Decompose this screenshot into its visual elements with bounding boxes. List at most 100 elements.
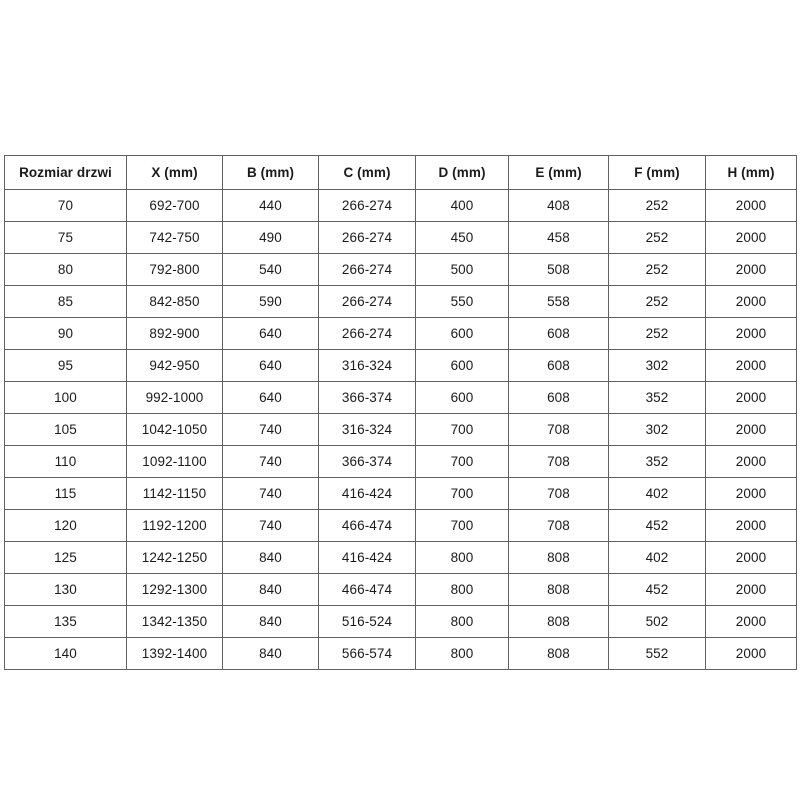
cell-e: 808 <box>508 573 609 606</box>
table-row: 85 842-850 590 266-274 550 558 252 2000 <box>4 285 797 318</box>
cell-b: 540 <box>222 253 319 286</box>
cell-x: 1042-1050 <box>126 413 223 446</box>
table-row: 90 892-900 640 266-274 600 608 252 2000 <box>4 317 797 350</box>
cell-c: 416-424 <box>318 477 416 510</box>
cell-rozmiar-drzwi: 135 <box>4 605 127 638</box>
cell-h: 2000 <box>705 317 797 350</box>
cell-h: 2000 <box>705 605 797 638</box>
cell-f: 402 <box>608 477 706 510</box>
cell-c: 266-274 <box>318 189 416 222</box>
cell-b: 740 <box>222 413 319 446</box>
cell-d: 400 <box>415 189 509 222</box>
cell-x: 1092-1100 <box>126 445 223 478</box>
column-header-c: C (mm) <box>318 155 416 190</box>
cell-e: 708 <box>508 445 609 478</box>
cell-f: 352 <box>608 445 706 478</box>
cell-d: 800 <box>415 541 509 574</box>
column-header-x: X (mm) <box>126 155 223 190</box>
table-row: 70 692-700 440 266-274 400 408 252 2000 <box>4 189 797 222</box>
cell-rozmiar-drzwi: 75 <box>4 221 127 254</box>
cell-f: 502 <box>608 605 706 638</box>
table-row: 95 942-950 640 316-324 600 608 302 2000 <box>4 349 797 382</box>
cell-c: 566-574 <box>318 637 416 670</box>
cell-x: 942-950 <box>126 349 223 382</box>
cell-f: 252 <box>608 189 706 222</box>
cell-e: 558 <box>508 285 609 318</box>
cell-h: 2000 <box>705 253 797 286</box>
cell-d: 700 <box>415 413 509 446</box>
column-header-b: B (mm) <box>222 155 319 190</box>
cell-rozmiar-drzwi: 115 <box>4 477 127 510</box>
cell-h: 2000 <box>705 637 797 670</box>
cell-b: 640 <box>222 349 319 382</box>
cell-x: 1192-1200 <box>126 509 223 542</box>
cell-f: 252 <box>608 285 706 318</box>
cell-f: 452 <box>608 573 706 606</box>
table-row: 125 1242-1250 840 416-424 800 808 402 20… <box>4 541 797 574</box>
table-header-row: Rozmiar drzwi X (mm) B (mm) C (mm) D (mm… <box>4 155 797 190</box>
cell-x: 1342-1350 <box>126 605 223 638</box>
table-header: Rozmiar drzwi X (mm) B (mm) C (mm) D (mm… <box>4 155 797 190</box>
cell-rozmiar-drzwi: 130 <box>4 573 127 606</box>
table-row: 130 1292-1300 840 466-474 800 808 452 20… <box>4 573 797 606</box>
cell-rozmiar-drzwi: 80 <box>4 253 127 286</box>
cell-f: 452 <box>608 509 706 542</box>
cell-b: 740 <box>222 509 319 542</box>
table-body: 70 692-700 440 266-274 400 408 252 2000 … <box>4 189 797 670</box>
cell-c: 366-374 <box>318 381 416 414</box>
cell-e: 708 <box>508 413 609 446</box>
table-row: 110 1092-1100 740 366-374 700 708 352 20… <box>4 445 797 478</box>
cell-h: 2000 <box>705 573 797 606</box>
table-row: 80 792-800 540 266-274 500 508 252 2000 <box>4 253 797 286</box>
cell-h: 2000 <box>705 285 797 318</box>
cell-b: 640 <box>222 381 319 414</box>
cell-x: 842-850 <box>126 285 223 318</box>
cell-rozmiar-drzwi: 120 <box>4 509 127 542</box>
cell-d: 800 <box>415 573 509 606</box>
cell-x: 1142-1150 <box>126 477 223 510</box>
cell-c: 416-424 <box>318 541 416 574</box>
cell-b: 840 <box>222 541 319 574</box>
cell-b: 840 <box>222 573 319 606</box>
cell-d: 700 <box>415 477 509 510</box>
cell-e: 608 <box>508 349 609 382</box>
cell-f: 252 <box>608 221 706 254</box>
cell-f: 552 <box>608 637 706 670</box>
cell-f: 252 <box>608 253 706 286</box>
cell-c: 316-324 <box>318 413 416 446</box>
table-row: 75 742-750 490 266-274 450 458 252 2000 <box>4 221 797 254</box>
cell-b: 740 <box>222 477 319 510</box>
cell-x: 892-900 <box>126 317 223 350</box>
cell-d: 600 <box>415 349 509 382</box>
cell-rozmiar-drzwi: 105 <box>4 413 127 446</box>
cell-c: 316-324 <box>318 349 416 382</box>
cell-c: 366-374 <box>318 445 416 478</box>
cell-b: 490 <box>222 221 319 254</box>
cell-d: 600 <box>415 317 509 350</box>
cell-e: 808 <box>508 605 609 638</box>
table-row: 135 1342-1350 840 516-524 800 808 502 20… <box>4 605 797 638</box>
cell-rozmiar-drzwi: 140 <box>4 637 127 670</box>
cell-rozmiar-drzwi: 100 <box>4 381 127 414</box>
cell-b: 590 <box>222 285 319 318</box>
cell-c: 266-274 <box>318 285 416 318</box>
cell-e: 408 <box>508 189 609 222</box>
cell-h: 2000 <box>705 445 797 478</box>
cell-c: 466-474 <box>318 573 416 606</box>
cell-d: 600 <box>415 381 509 414</box>
column-header-e: E (mm) <box>508 155 609 190</box>
cell-d: 700 <box>415 445 509 478</box>
table-row: 100 992-1000 640 366-374 600 608 352 200… <box>4 381 797 414</box>
cell-d: 800 <box>415 605 509 638</box>
cell-x: 792-800 <box>126 253 223 286</box>
cell-b: 640 <box>222 317 319 350</box>
column-header-rozmiar-drzwi: Rozmiar drzwi <box>4 155 127 190</box>
cell-h: 2000 <box>705 349 797 382</box>
cell-b: 740 <box>222 445 319 478</box>
cell-e: 808 <box>508 637 609 670</box>
cell-e: 458 <box>508 221 609 254</box>
cell-e: 608 <box>508 381 609 414</box>
cell-b: 840 <box>222 637 319 670</box>
cell-rozmiar-drzwi: 125 <box>4 541 127 574</box>
